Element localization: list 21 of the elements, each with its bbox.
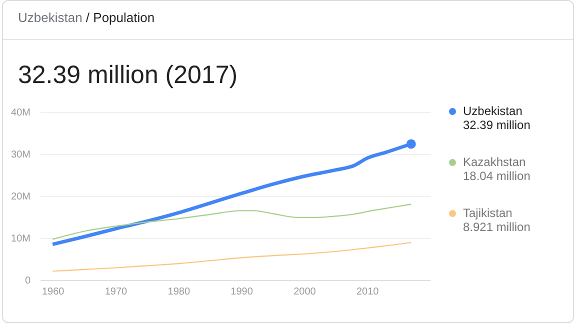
line-series (52, 204, 412, 240)
x-tick-label: 1990 (230, 286, 254, 298)
y-tick-label: 20M (11, 192, 30, 202)
x-tick-label: 1970 (104, 286, 128, 298)
x-tick-label: 2000 (294, 286, 316, 298)
x-tick-label: 1980 (168, 286, 190, 298)
text: 18.04 million (463, 169, 530, 183)
y-tick-label: 10M (11, 234, 30, 244)
line-series (52, 242, 412, 272)
legend-label: Tajikistan (463, 206, 514, 220)
legend-label: Kazakhstan (463, 155, 527, 169)
y-tick-label: 0 (24, 276, 31, 286)
x-tick-label: 1960 (42, 286, 65, 298)
text: 8.921 million (463, 220, 530, 234)
y-tick-label: 40M (11, 108, 30, 118)
chart-subtitle: Uzbekistan / Population (18, 10, 155, 25)
chart-title: 32.39 million (2017) (18, 61, 238, 90)
y-tick-label: 30M (11, 150, 30, 160)
x-tick-label: 2010 (356, 286, 380, 298)
legend-label: Uzbekistan (463, 104, 524, 118)
text: 32.39 million (463, 118, 530, 132)
